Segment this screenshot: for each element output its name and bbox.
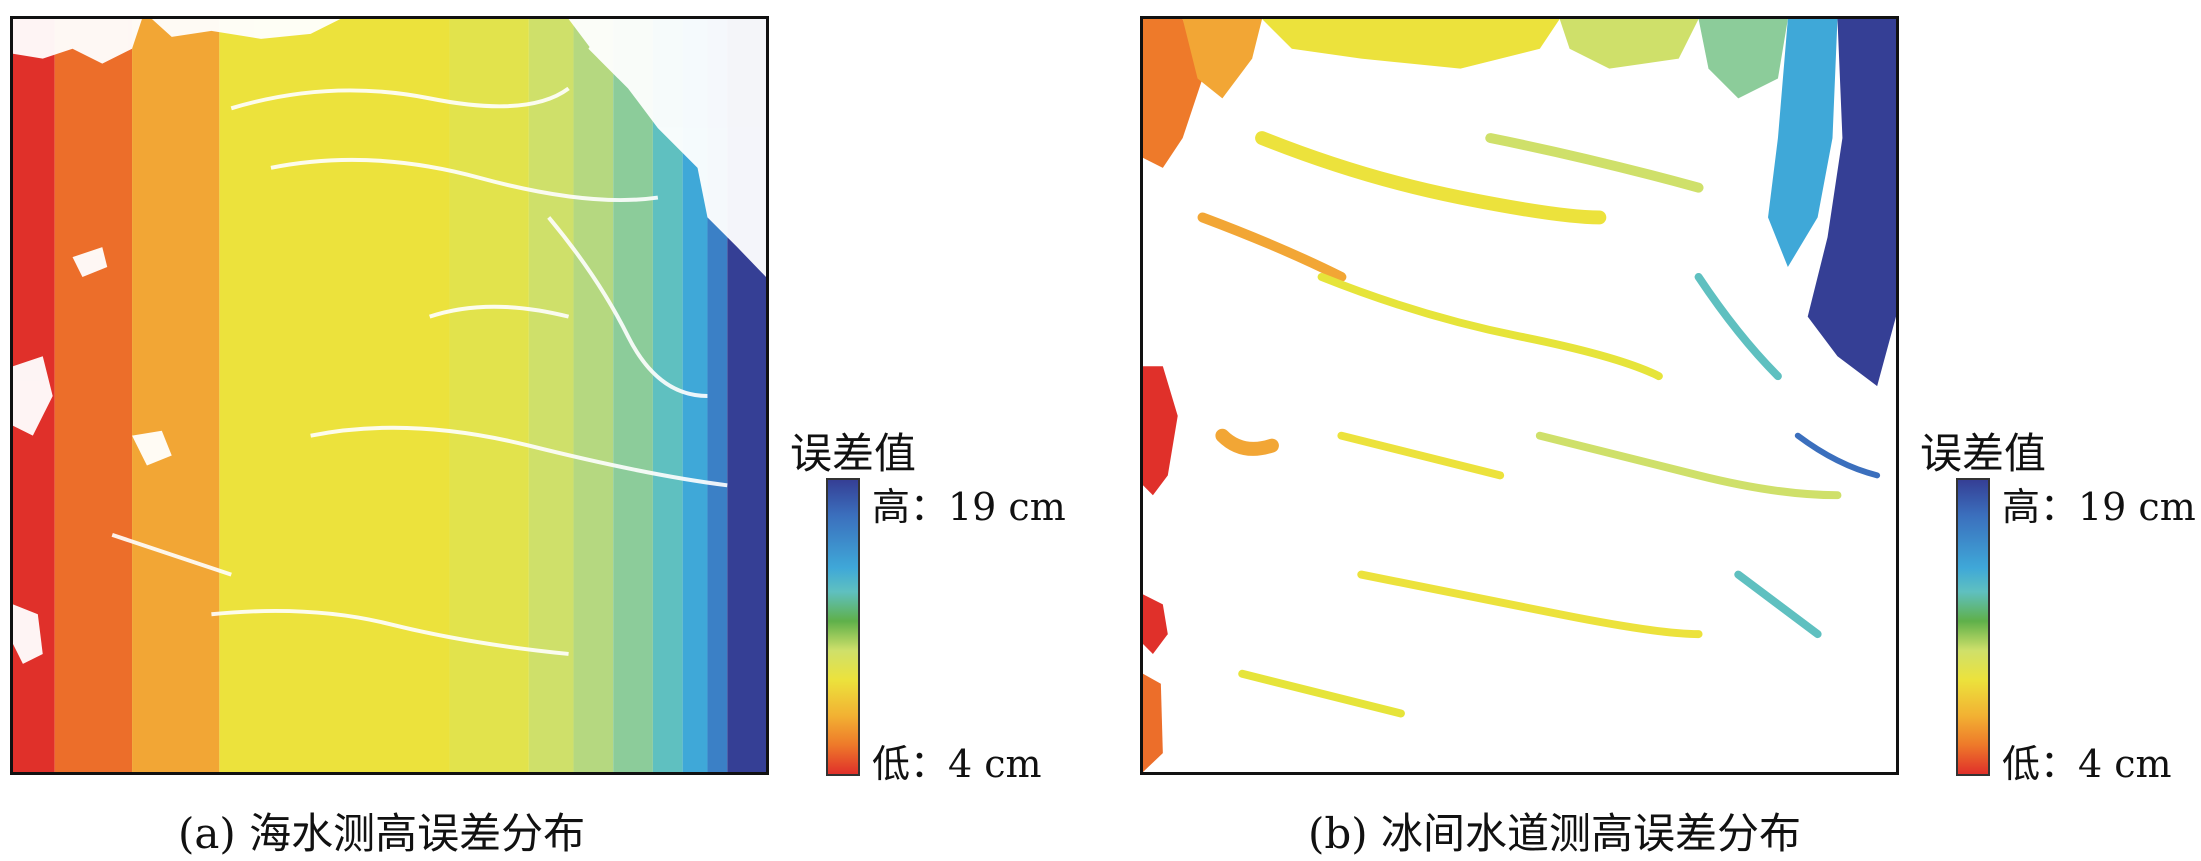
lead-error-map: [1140, 16, 1899, 775]
colorbar-b-title: 误差值: [1920, 429, 2047, 478]
colorbar-a-high-label: 高：19 cm: [872, 485, 1066, 529]
lead-error-raster: [1143, 19, 1896, 772]
colorbar-a-title: 误差值: [790, 429, 917, 478]
sea-surface-error-map: [10, 16, 769, 775]
caption-a: (a) 海水测高误差分布: [178, 809, 586, 858]
colorbar-b: [1956, 478, 1990, 776]
colorbar-a-low-label: 低：4 cm: [872, 742, 1042, 786]
sea-surface-error-raster: [13, 19, 766, 772]
caption-b: (b) 冰间水道测高误差分布: [1308, 809, 1802, 858]
colorbar-a: [826, 478, 860, 776]
colorbar-b-high-label: 高：19 cm: [2002, 485, 2196, 529]
colorbar-b-low-label: 低：4 cm: [2002, 742, 2172, 786]
